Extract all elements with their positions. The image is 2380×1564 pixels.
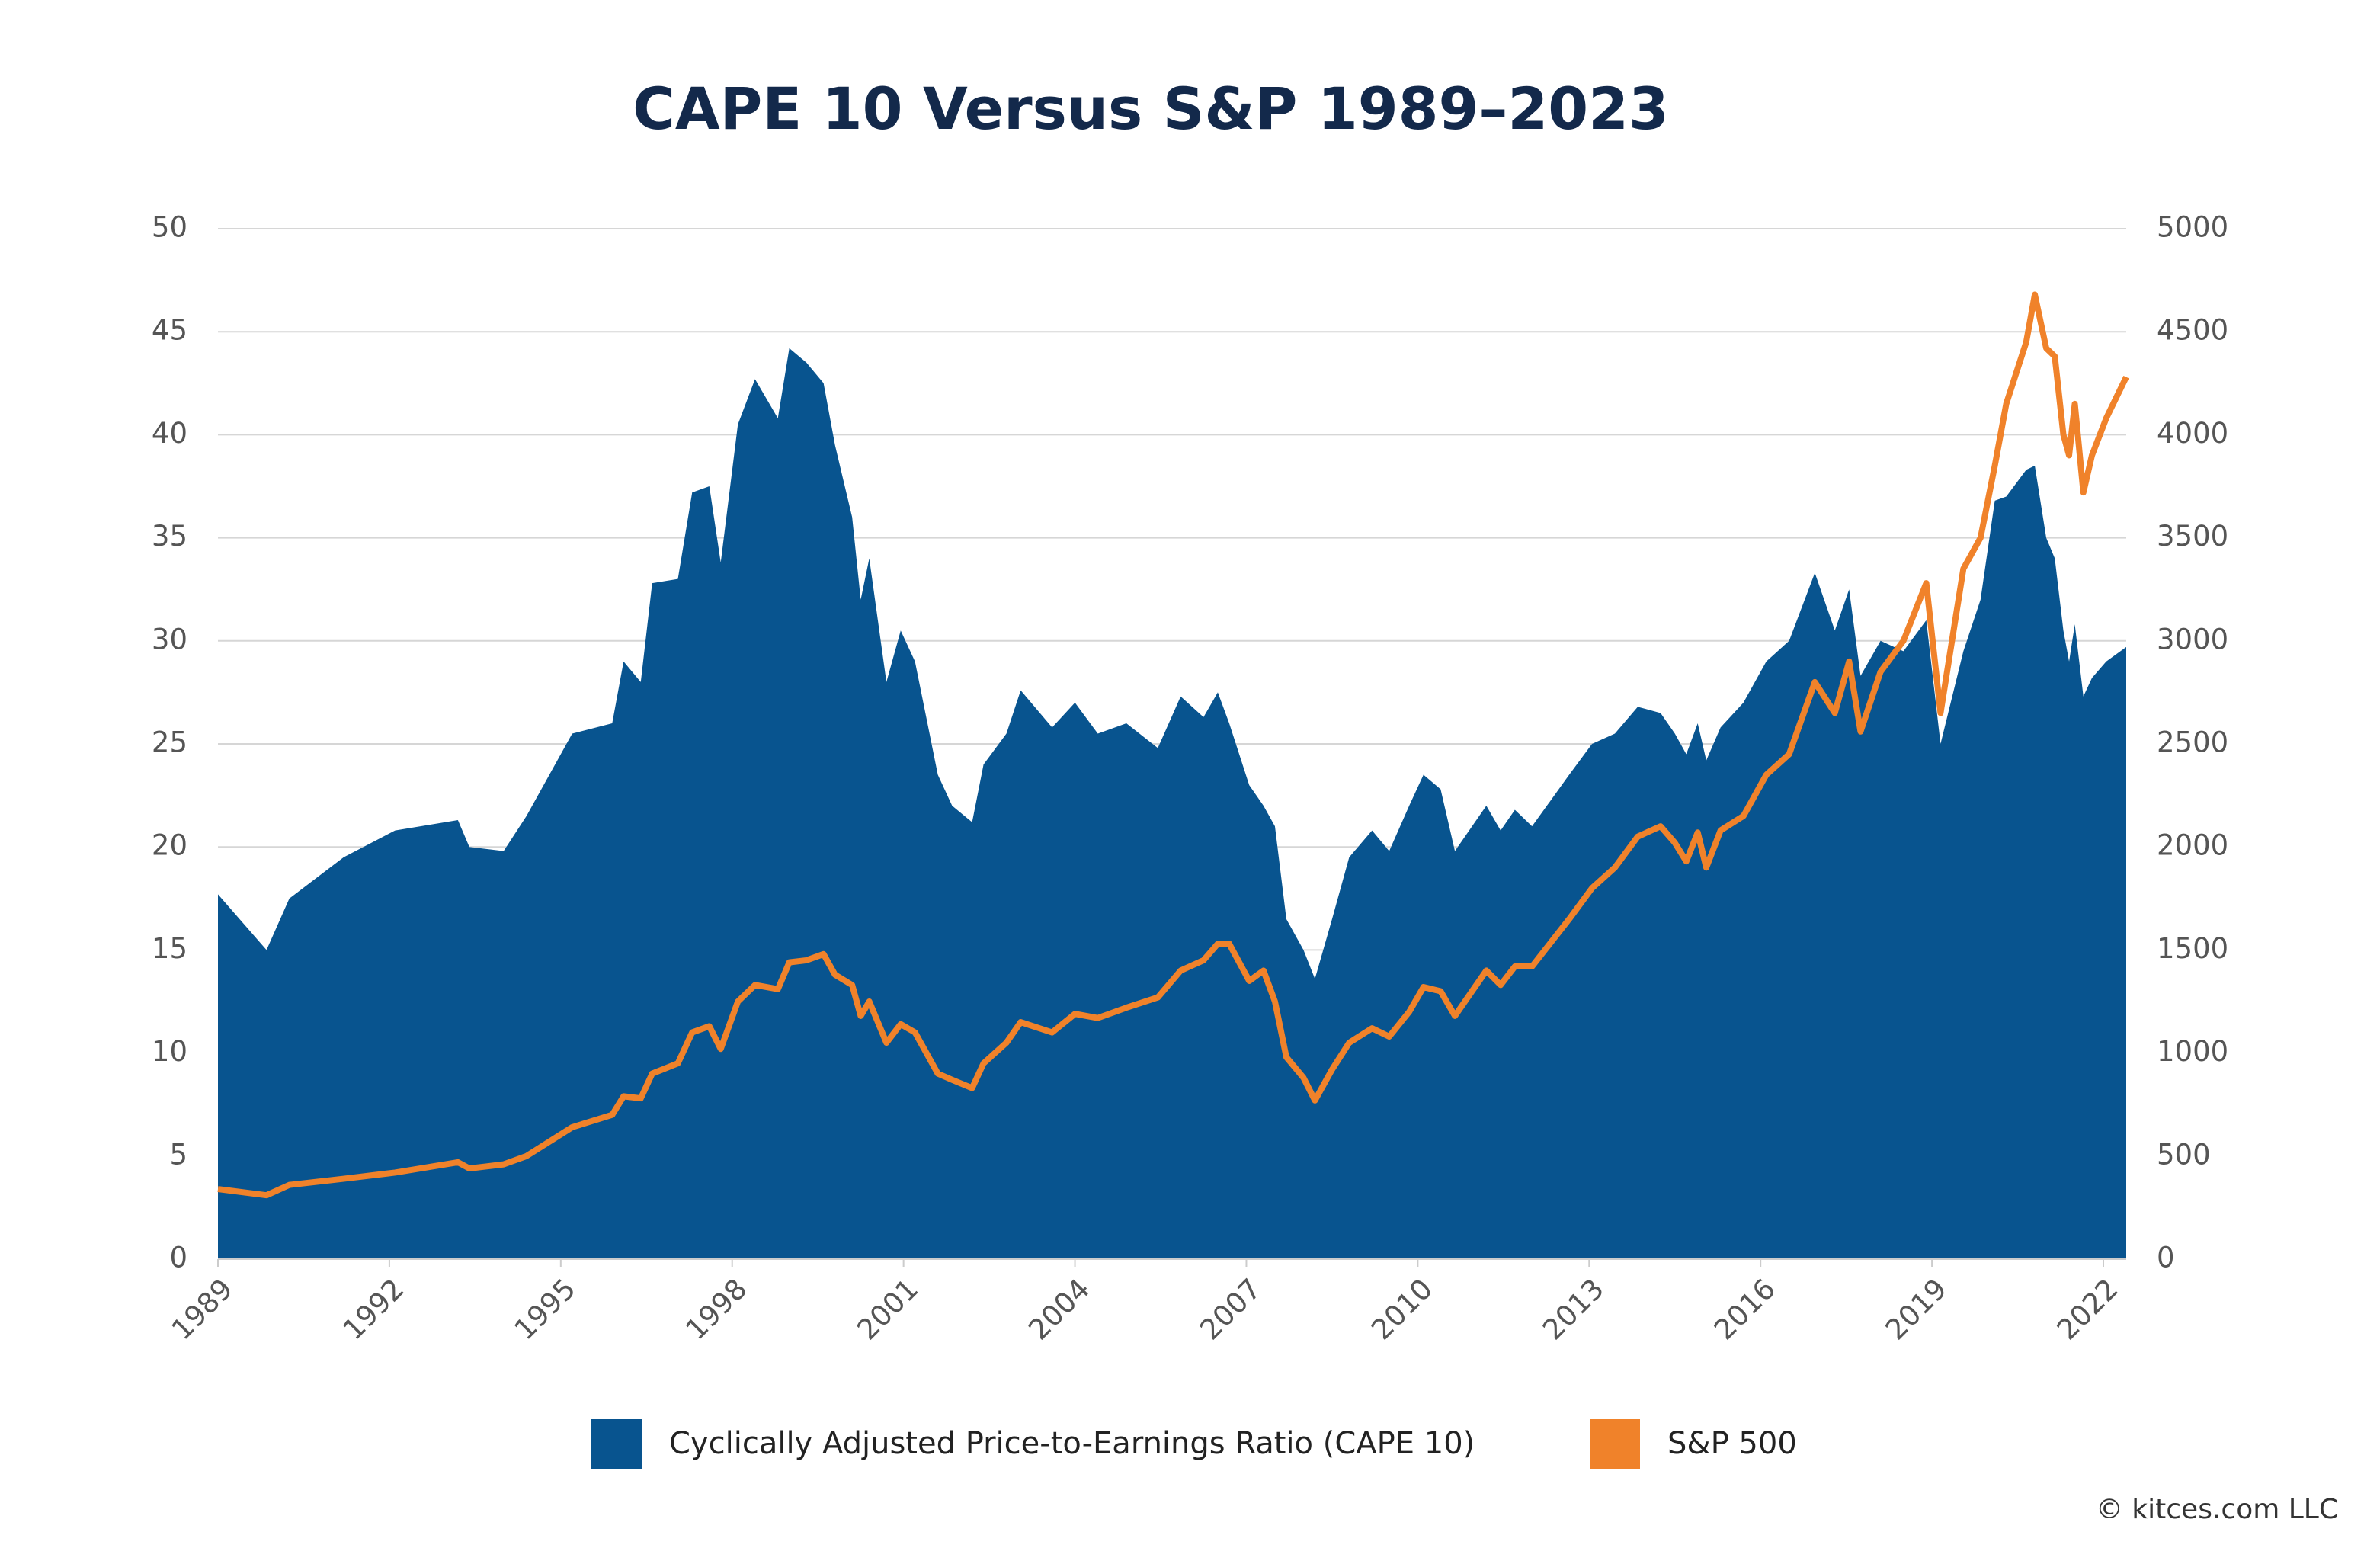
legend-swatch (1590, 1419, 1640, 1469)
y-tick-label: 35 (152, 520, 187, 553)
y-tick-label: 0 (169, 1242, 187, 1274)
credit: © kitces.com LLC (2096, 1494, 2338, 1525)
y2-tick-label: 3000 (2157, 623, 2228, 655)
y-tick-label: 50 (152, 211, 187, 244)
x-tick-label: 2007 (1193, 1272, 1267, 1346)
x-tick-label: 2016 (1708, 1272, 1782, 1346)
y-tick-label: 45 (152, 314, 187, 347)
y2-tick-label: 1500 (2157, 932, 2228, 965)
y2-tick-label: 4500 (2157, 314, 2228, 347)
y2-tick-label: 1000 (2157, 1035, 2228, 1068)
legend-label: S&P 500 (1667, 1426, 1797, 1461)
y-tick-label: 25 (152, 726, 187, 759)
y2-tick-label: 2000 (2157, 829, 2228, 862)
x-tick-label: 1992 (337, 1272, 411, 1346)
y-tick-label: 10 (152, 1035, 187, 1068)
y2-tick-label: 5000 (2157, 211, 2228, 244)
x-tick-label: 1995 (508, 1272, 582, 1346)
chart-title: CAPE 10 Versus S&P 1989–2023 (633, 75, 1669, 143)
y2-tick-label: 0 (2157, 1242, 2175, 1274)
y-tick-label: 40 (152, 417, 187, 450)
y-tick-label: 5 (169, 1138, 187, 1171)
x-tick-label: 1998 (680, 1272, 754, 1346)
y2-tick-label: 3500 (2157, 520, 2228, 553)
legend-swatch (591, 1419, 642, 1469)
line (217, 291, 2129, 1199)
x-tick-label: 2010 (1365, 1272, 1439, 1346)
x-tick-label: 2001 (850, 1272, 924, 1346)
x-tick-label: 2004 (1022, 1272, 1096, 1346)
y2-tick-label: 2500 (2157, 726, 2228, 759)
y-tick-label: 20 (152, 829, 187, 862)
x-tick-label: 2019 (1879, 1272, 1953, 1346)
y-tick-label: 15 (152, 932, 187, 965)
y-tick-label: 30 (152, 623, 187, 655)
x-tick-label: 2022 (2051, 1272, 2125, 1346)
x-tick-label: 2013 (1536, 1272, 1610, 1346)
area (218, 348, 2126, 1259)
x-tick-label: 1989 (165, 1272, 239, 1346)
legend-label: Cyclically Adjusted Price-to-Earnings Ra… (669, 1426, 1475, 1461)
y2-tick-label: 4000 (2157, 417, 2228, 450)
y2-tick-label: 500 (2157, 1138, 2211, 1171)
